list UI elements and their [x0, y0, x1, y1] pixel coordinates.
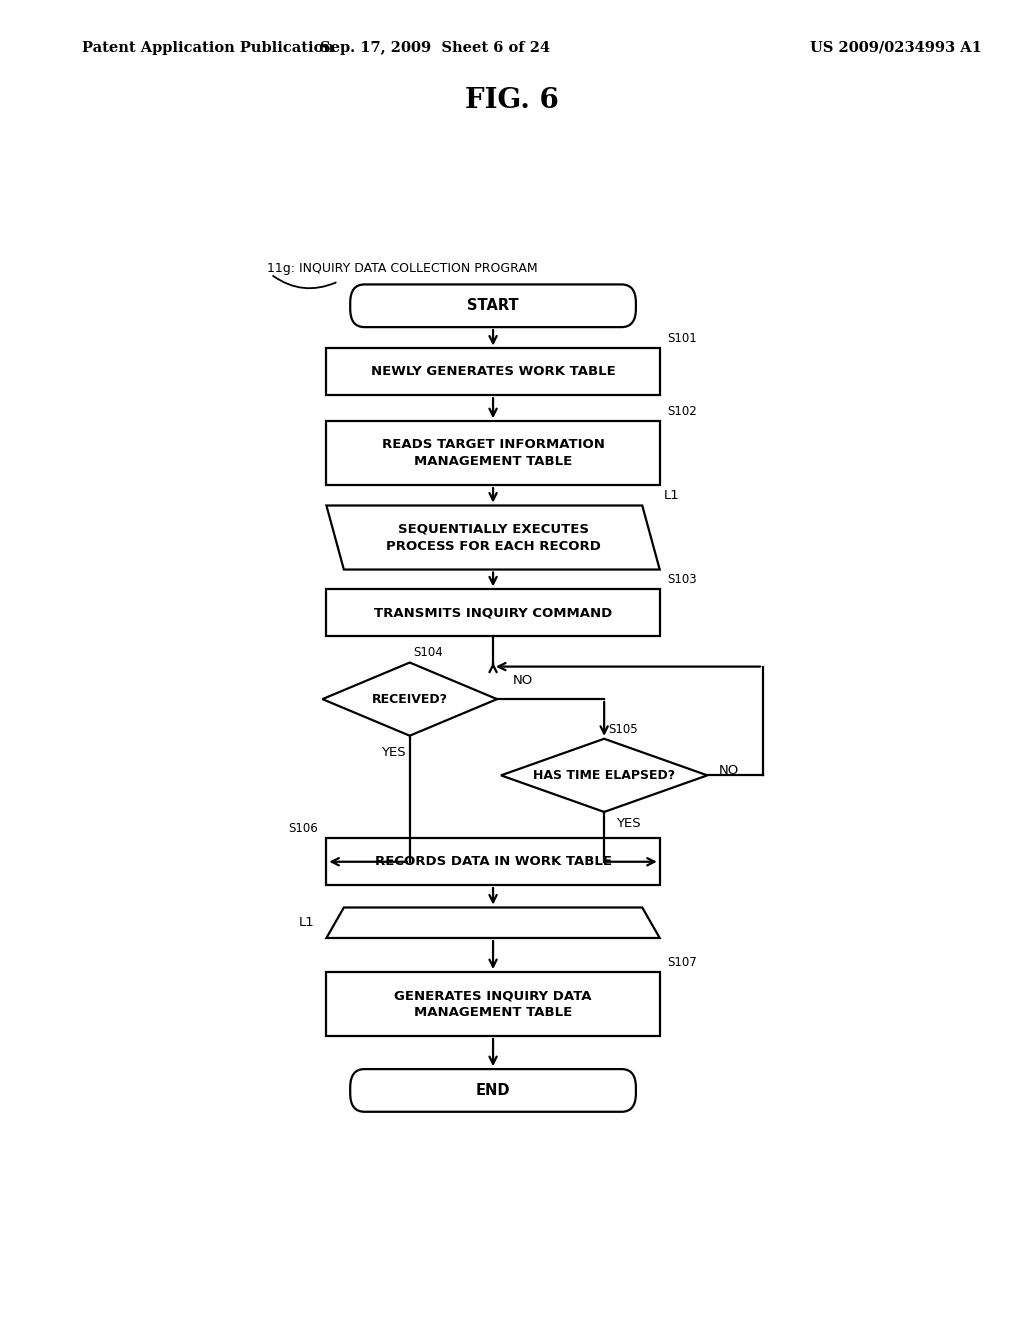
- Text: END: END: [476, 1082, 510, 1098]
- Text: RECORDS DATA IN WORK TABLE: RECORDS DATA IN WORK TABLE: [375, 855, 611, 869]
- Polygon shape: [323, 663, 497, 735]
- Text: US 2009/0234993 A1: US 2009/0234993 A1: [810, 41, 982, 54]
- Text: S106: S106: [289, 822, 318, 836]
- Text: YES: YES: [382, 746, 407, 759]
- Text: NEWLY GENERATES WORK TABLE: NEWLY GENERATES WORK TABLE: [371, 366, 615, 379]
- Bar: [327, 348, 659, 395]
- Text: NO: NO: [513, 675, 534, 686]
- FancyBboxPatch shape: [350, 1069, 636, 1111]
- Text: TRANSMITS INQUIRY COMMAND: TRANSMITS INQUIRY COMMAND: [374, 606, 612, 619]
- Text: S103: S103: [668, 573, 697, 586]
- Bar: [327, 589, 659, 636]
- Text: S101: S101: [668, 333, 697, 346]
- Text: START: START: [467, 298, 519, 313]
- Text: L1: L1: [664, 490, 680, 503]
- Text: RECEIVED?: RECEIVED?: [372, 693, 447, 706]
- FancyBboxPatch shape: [350, 284, 636, 327]
- Text: S102: S102: [668, 405, 697, 418]
- Text: S105: S105: [608, 723, 638, 735]
- Text: Patent Application Publication: Patent Application Publication: [82, 41, 334, 54]
- Text: SEQUENTIALLY EXECUTES
PROCESS FOR EACH RECORD: SEQUENTIALLY EXECUTES PROCESS FOR EACH R…: [386, 523, 600, 553]
- Text: READS TARGET INFORMATION
MANAGEMENT TABLE: READS TARGET INFORMATION MANAGEMENT TABL…: [382, 438, 604, 469]
- Text: L1: L1: [299, 916, 314, 929]
- Bar: [327, 972, 659, 1036]
- Text: S104: S104: [414, 647, 443, 660]
- Text: Sep. 17, 2009  Sheet 6 of 24: Sep. 17, 2009 Sheet 6 of 24: [321, 41, 550, 54]
- Bar: [327, 421, 659, 486]
- Polygon shape: [327, 506, 659, 569]
- Text: HAS TIME ELAPSED?: HAS TIME ELAPSED?: [534, 768, 675, 781]
- Bar: [327, 838, 659, 886]
- Text: S107: S107: [668, 956, 697, 969]
- Polygon shape: [327, 907, 659, 939]
- Text: FIG. 6: FIG. 6: [465, 87, 559, 114]
- Text: NO: NO: [719, 764, 739, 776]
- Text: GENERATES INQUIRY DATA
MANAGEMENT TABLE: GENERATES INQUIRY DATA MANAGEMENT TABLE: [394, 989, 592, 1019]
- Text: YES: YES: [616, 817, 641, 830]
- Text: 11g: INQUIRY DATA COLLECTION PROGRAM: 11g: INQUIRY DATA COLLECTION PROGRAM: [267, 261, 538, 275]
- Polygon shape: [501, 739, 708, 812]
